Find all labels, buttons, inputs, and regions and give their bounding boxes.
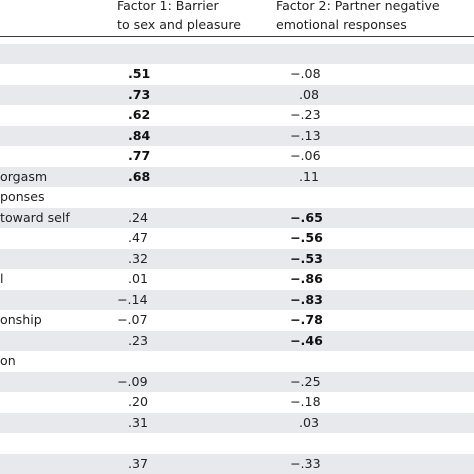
factor2-loading: −.83 <box>290 291 323 307</box>
factor1-loading: .73 <box>128 86 151 102</box>
factor2-loading: −.13 <box>290 127 321 143</box>
factor1-loading: .68 <box>128 168 151 184</box>
factor2-loading: −.56 <box>290 230 323 245</box>
table-row: .31 .03 <box>0 412 474 433</box>
factor2-loading: −.86 <box>290 271 323 286</box>
row-label: toward self <box>0 209 70 225</box>
factor2-loading: .11 <box>299 168 320 184</box>
factor2-loading: −.18 <box>290 394 321 409</box>
factor1-loading: .24 <box>128 209 149 225</box>
factor1-loading: .31 <box>128 414 149 430</box>
factor1-loading: −.09 <box>117 373 148 389</box>
table-row: .47 −.56 <box>0 228 474 249</box>
factor2-loading: −.46 <box>290 332 323 348</box>
table-row: .20 −.18 <box>0 392 474 413</box>
factor1-loading: .37 <box>128 455 149 471</box>
table-row: .77 −.06 <box>0 146 474 167</box>
factor2-loading: −.08 <box>290 66 321 81</box>
factor1-loading: .84 <box>128 127 151 143</box>
factor1-loading: .62 <box>128 107 151 122</box>
factor2-loading: .03 <box>299 414 320 430</box>
row-label: on <box>0 353 16 368</box>
table-row: l .01 −.86 <box>0 269 474 290</box>
factor1-loading: .51 <box>128 66 151 81</box>
table-row: toward self .24 −.65 <box>0 207 474 228</box>
factor1-loading: .47 <box>128 230 149 245</box>
table-row: orgasm .68 .11 <box>0 166 474 187</box>
row-label: l <box>0 271 4 286</box>
factor1-loading: .32 <box>128 250 149 266</box>
table-row: ponses <box>0 187 474 208</box>
table-row: .73 .08 <box>0 84 474 105</box>
row-label: orgasm <box>0 168 48 184</box>
table-row: .51 −.08 <box>0 64 474 85</box>
table-row: .84 −.13 <box>0 125 474 146</box>
table-row: onship −.07 −.78 <box>0 310 474 331</box>
factor2-loading: −.53 <box>290 250 323 266</box>
column-header-factor2: Factor 2: Partner negative emotional res… <box>276 0 440 32</box>
factor2-loading: .08 <box>299 86 320 102</box>
factor2-loading: −.25 <box>290 373 321 389</box>
factor2-loading: −.65 <box>290 209 323 225</box>
table-row: .37 −.33 <box>0 453 474 474</box>
factor2-loading: −.33 <box>290 455 321 471</box>
table-row <box>0 43 474 64</box>
header-rule <box>0 36 474 37</box>
table-row: −.09 −.25 <box>0 371 474 392</box>
table-header: Factor 1: Barrier to sex and pleasure Fa… <box>0 0 474 35</box>
table-row <box>0 433 474 454</box>
factor2-loading: −.23 <box>290 107 321 122</box>
factor2-loading: −.78 <box>290 312 323 327</box>
row-label: ponses <box>0 189 45 204</box>
row-label: onship <box>0 312 42 327</box>
table-row: −.14 −.83 <box>0 289 474 310</box>
table-row: .62 −.23 <box>0 105 474 126</box>
table-row: .23 −.46 <box>0 330 474 351</box>
factor1-loading: .77 <box>128 148 151 163</box>
column-header-factor1: Factor 1: Barrier to sex and pleasure <box>117 0 242 32</box>
table-row: .32 −.53 <box>0 248 474 269</box>
table-row: on <box>0 351 474 372</box>
factor2-loading: −.06 <box>290 148 321 163</box>
factor1-loading: .01 <box>128 271 149 286</box>
factor1-loading: .23 <box>128 332 149 348</box>
factor1-loading: .20 <box>128 394 149 409</box>
factor1-loading: −.14 <box>117 291 148 307</box>
factor1-loading: −.07 <box>117 312 148 327</box>
